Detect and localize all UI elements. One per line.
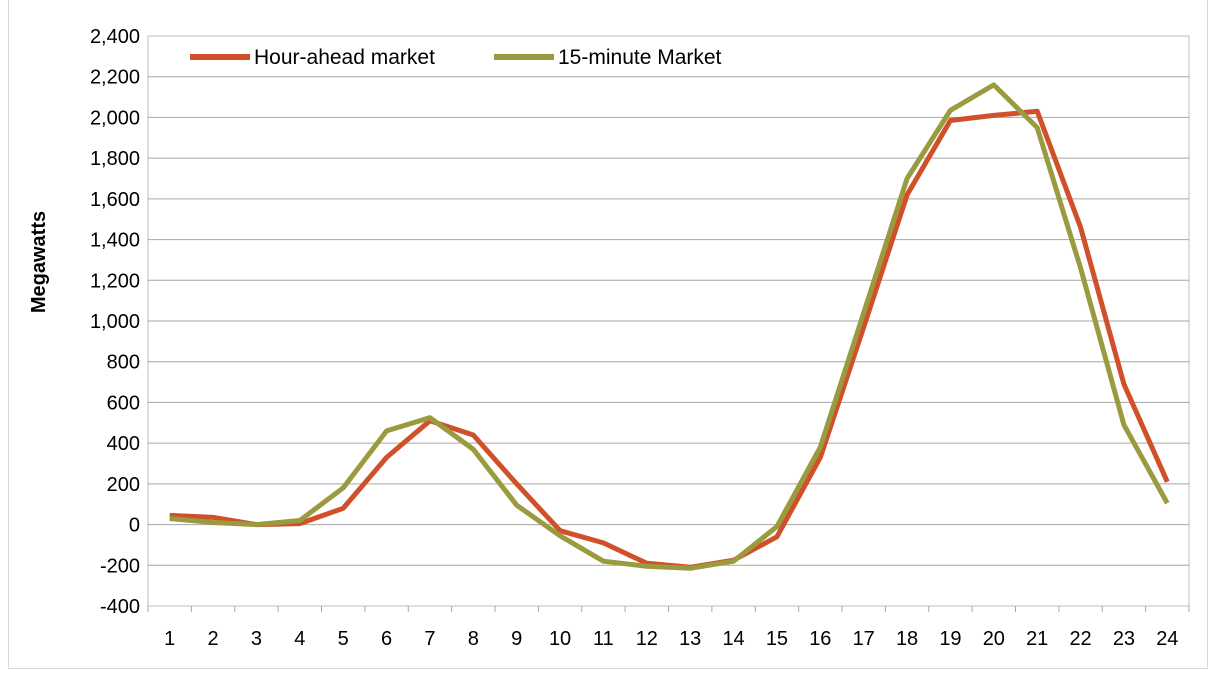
y-tick-label: 1,000 [90, 311, 140, 333]
x-tick-label: 14 [722, 628, 744, 650]
x-tick-label: 16 [809, 628, 831, 650]
x-tick-label: 19 [939, 628, 961, 650]
series-line-15-minute [169, 82, 1170, 571]
x-tick-label: 24 [1156, 628, 1178, 650]
y-axis-label: Megawatts [28, 211, 50, 313]
x-tick-label: 20 [983, 628, 1005, 650]
y-tick-label: 1,800 [90, 148, 140, 170]
x-tick-label: 11 [593, 628, 614, 650]
legend-label-hour-ahead: Hour-ahead market [254, 46, 435, 69]
gridlines [148, 76, 1189, 566]
x-tick-label: 17 [853, 628, 875, 650]
chart-frame [8, 0, 1208, 669]
x-tick-label: 23 [1113, 628, 1135, 650]
x-tick-label: 1 [164, 628, 175, 650]
x-tick-labels: 1 2 3 4 5 6 7 8 9 10 11 12 13 14 15 16 17 18 19 20 21 22 23 24 [164, 628, 1178, 650]
x-tick-label: 9 [511, 628, 522, 650]
y-tick-label: -400 [100, 596, 140, 618]
y-tick-label: 800 [107, 352, 140, 374]
x-tick-label: 7 [424, 628, 435, 650]
x-tick-label: 21 [1026, 628, 1048, 650]
y-tick-label: 1,600 [90, 189, 140, 211]
y-tick-label: 2,400 [90, 26, 140, 48]
x-tick-label: 10 [549, 628, 571, 650]
y-tick-label: 1,400 [90, 230, 140, 252]
legend: Hour-ahead market 15-minute Market [190, 46, 722, 69]
x-tick-label: 4 [294, 628, 305, 650]
x-tick-label: 5 [338, 628, 349, 650]
x-tick-label: 13 [679, 628, 701, 650]
y-tick-label: 400 [107, 433, 140, 455]
x-tick-label: 22 [1069, 628, 1091, 650]
x-tick-label: 2 [208, 628, 219, 650]
x-tick-label: 18 [896, 628, 918, 650]
y-tick-label: 600 [107, 392, 140, 414]
y-tick-label: 0 [129, 515, 140, 537]
y-tick-label: 200 [107, 474, 140, 496]
x-tick-label: 8 [468, 628, 479, 650]
x-tick-label: 6 [381, 628, 392, 650]
legend-label-15-minute: 15-minute Market [558, 46, 722, 69]
y-tick-labels: -400 -200 0 200 400 600 800 1,000 1,200 1,400 1,60… [90, 26, 140, 618]
x-tick-label: 15 [766, 628, 788, 650]
y-tick-label: 2,000 [90, 107, 140, 129]
x-tick-marks [147, 606, 1190, 612]
x-tick-label: 3 [251, 628, 262, 650]
y-tick-label: 2,200 [90, 67, 140, 89]
y-tick-label: 1,200 [90, 270, 140, 292]
series-lines [169, 82, 1170, 571]
x-tick-label: 12 [636, 628, 658, 650]
y-tick-label: -200 [100, 555, 140, 577]
